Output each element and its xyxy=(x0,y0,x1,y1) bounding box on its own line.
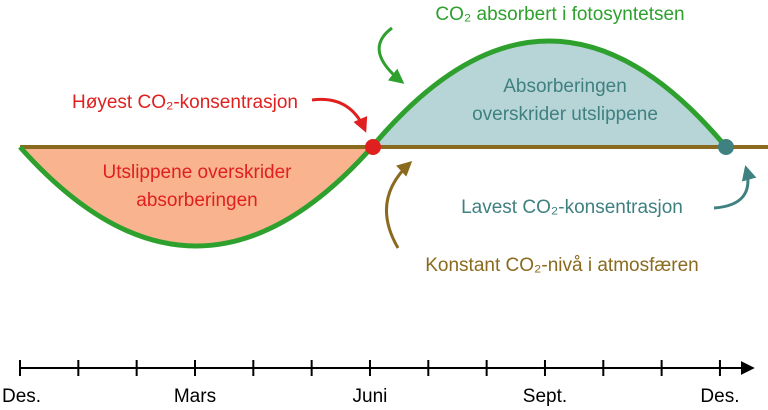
label: Konstant CO₂-nivå i atmosfæren xyxy=(425,255,699,276)
lowest-point xyxy=(718,139,734,155)
label: CO₂ absorbert i fotosyntetsen xyxy=(435,4,684,25)
arrow xyxy=(377,26,405,84)
timeline-label: Sept. xyxy=(523,386,567,407)
timeline: Des. Mars Juni Sept. Des. xyxy=(2,360,755,407)
arrow xyxy=(385,160,413,249)
timeline-label: Des. xyxy=(2,386,41,407)
timeline-label: Des. xyxy=(700,386,739,407)
arrow xyxy=(713,165,757,210)
label: overskrider utslippene xyxy=(472,104,658,125)
timeline-label: Juni xyxy=(353,386,388,407)
timeline-label: Mars xyxy=(174,386,216,407)
label: Absorberingen xyxy=(503,76,627,97)
arrow xyxy=(311,97,368,133)
label: Utslippene overskrider xyxy=(102,162,292,183)
highest-point xyxy=(365,139,381,155)
label: Høyest CO₂-konsentrasjon xyxy=(72,92,298,113)
label: Lavest CO₂-konsentrasjon xyxy=(461,197,683,218)
label: absorberingen xyxy=(136,190,257,211)
